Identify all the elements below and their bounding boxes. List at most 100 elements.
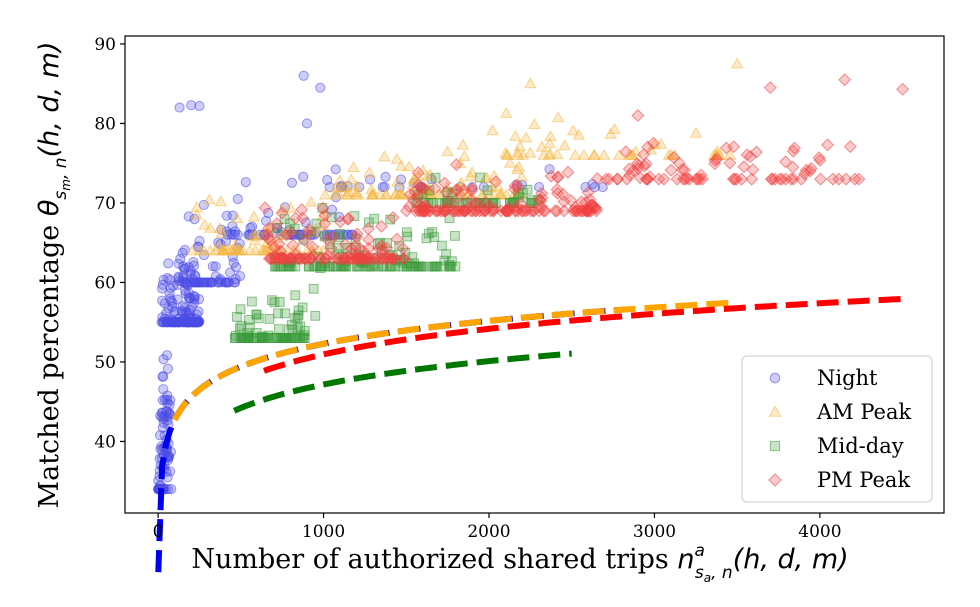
- data-point: [203, 221, 217, 233]
- data-point: [341, 188, 354, 200]
- data-point: [682, 172, 696, 186]
- y-tick-label: 80: [94, 114, 116, 134]
- data-point: [283, 324, 294, 335]
- data-point: [784, 172, 798, 186]
- data-point: [186, 244, 199, 256]
- data-point: [500, 204, 514, 218]
- data-point: [456, 138, 470, 150]
- data-point: [392, 188, 406, 200]
- data-point: [263, 207, 274, 219]
- data-point: [380, 171, 391, 182]
- data-point: [304, 195, 318, 207]
- data-point: [448, 204, 462, 218]
- data-point: [478, 204, 492, 218]
- data-point: [522, 184, 533, 195]
- data-point: [374, 219, 388, 233]
- data-point: [188, 256, 199, 268]
- data-point: [232, 312, 242, 322]
- data-point: [172, 294, 183, 305]
- data-point: [537, 148, 550, 160]
- data-point: [623, 168, 637, 182]
- data-point: [290, 312, 301, 323]
- data-point: [402, 199, 416, 214]
- data-point: [316, 201, 330, 215]
- data-point: [236, 244, 250, 256]
- data-point: [184, 305, 195, 316]
- data-point: [518, 204, 532, 218]
- data-point: [726, 172, 740, 186]
- data-point: [406, 193, 420, 207]
- data-point: [745, 172, 759, 186]
- data-point: [464, 170, 477, 182]
- data-point: [315, 263, 326, 274]
- axis-ticks: 0 1000 2000 3000 4000 40 50 60 70 80 90: [94, 35, 841, 542]
- data-point: [402, 160, 416, 172]
- data-point: [272, 237, 286, 251]
- data-point: [821, 138, 835, 152]
- legend-marker: [768, 473, 782, 487]
- data-point: [262, 221, 276, 235]
- data-point: [557, 204, 571, 218]
- data-point: [318, 188, 332, 200]
- data-point: [740, 148, 754, 162]
- data-point: [451, 191, 465, 205]
- data-point: [579, 204, 593, 218]
- data-point: [444, 261, 455, 272]
- data-point: [570, 204, 584, 218]
- data-point: [191, 317, 202, 328]
- data-point: [610, 172, 624, 186]
- data-point: [300, 252, 314, 266]
- data-point: [247, 221, 258, 232]
- data-point: [719, 141, 733, 155]
- data-point: [398, 257, 409, 268]
- data-point: [158, 274, 169, 285]
- data-point: [174, 102, 185, 113]
- data-point: [409, 258, 420, 269]
- data-point: [458, 149, 471, 161]
- series-pm-peak-points: [258, 73, 910, 266]
- data-point: [298, 70, 309, 81]
- data-point: [487, 202, 501, 216]
- data-point: [449, 184, 463, 198]
- data-point: [230, 261, 242, 273]
- data-point: [268, 248, 282, 263]
- data-point: [305, 240, 319, 254]
- data-point: [161, 308, 172, 319]
- legend-marker: [768, 405, 782, 417]
- data-point: [524, 146, 537, 158]
- data-point: [843, 140, 857, 154]
- data-point: [691, 172, 705, 186]
- data-point: [622, 162, 636, 176]
- data-point: [587, 148, 601, 160]
- data-point: [235, 304, 246, 315]
- data-point: [350, 227, 364, 241]
- data-point: [248, 234, 262, 246]
- data-point: [723, 148, 737, 160]
- data-point: [786, 160, 800, 174]
- x-tick-label: 4000: [798, 522, 841, 542]
- data-point: [213, 222, 227, 234]
- data-point: [374, 239, 389, 253]
- data-point: [338, 237, 352, 251]
- data-point: [746, 163, 760, 177]
- data-point: [333, 174, 347, 186]
- data-point: [276, 333, 286, 344]
- data-point: [258, 201, 272, 215]
- data-point: [430, 172, 441, 183]
- data-point: [272, 222, 283, 233]
- data-point: [508, 179, 522, 193]
- data-point: [428, 181, 442, 195]
- data-point: [764, 172, 778, 186]
- data-point: [313, 252, 328, 266]
- data-point: [489, 175, 503, 189]
- data-point: [680, 171, 694, 185]
- data-point: [446, 256, 457, 267]
- data-point: [163, 258, 174, 269]
- data-point: [502, 204, 516, 218]
- data-point: [166, 484, 177, 495]
- y-tick-label: 50: [94, 353, 116, 373]
- x-tick-label: 1000: [302, 522, 345, 542]
- data-point: [620, 172, 634, 186]
- data-point: [458, 204, 472, 218]
- data-point: [557, 194, 571, 208]
